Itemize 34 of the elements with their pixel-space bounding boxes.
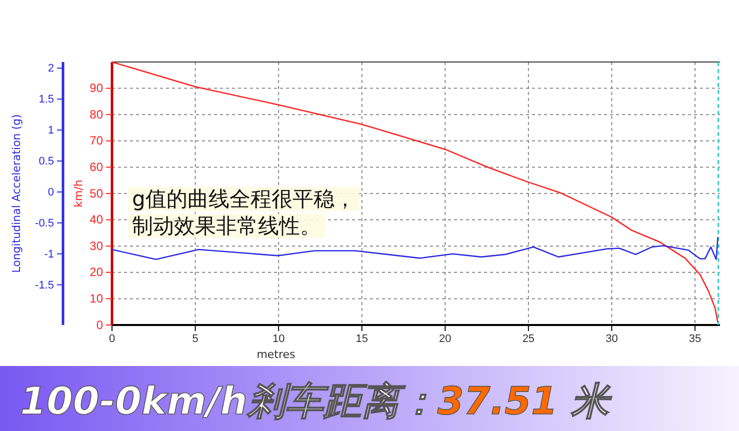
x-tick-label: 25 — [522, 332, 535, 345]
x-axis-title: metres — [256, 348, 296, 361]
y-tick-label: 50 — [90, 186, 104, 200]
annotation: 制动效果非常线性。 — [132, 214, 321, 238]
y-tick-label: 80 — [90, 107, 104, 122]
y-tick-label: 30 — [90, 238, 104, 253]
y-tick-label: 90 — [90, 81, 104, 96]
annotation: g值的曲线全程很平稳， — [132, 187, 356, 211]
y-tick-label: 40 — [90, 212, 104, 227]
y2-tick-label: -0.5 — [35, 217, 54, 230]
y-tick-label: 20 — [90, 265, 104, 280]
x-tick-label: 0 — [108, 332, 116, 345]
x-tick-label: 35 — [688, 332, 702, 345]
y2-tick-label: -1 — [44, 248, 54, 260]
line-series — [111, 236, 718, 260]
y2-tick-label: 0 — [48, 186, 54, 198]
line-series — [111, 61, 718, 324]
x-tick-label: 20 — [439, 332, 452, 345]
y2-tick-label: 1.5 — [38, 94, 54, 106]
y-axis-title: km/h — [72, 180, 85, 208]
y2-tick-label: 2 — [48, 62, 54, 75]
x-tick-label: 15 — [356, 332, 368, 345]
y-tick-label: 60 — [90, 160, 104, 174]
y2-tick-label: 0.5 — [38, 156, 54, 168]
y2-tick-label: -1.5 — [35, 279, 54, 292]
y-tick-label: 70 — [90, 134, 104, 148]
y-tick-label: 0 — [96, 318, 104, 332]
text: 100-0km/h剎车距离：37.51 米 — [20, 379, 613, 423]
y-tick-label: 10 — [90, 292, 104, 306]
x-tick-label: 10 — [272, 332, 285, 345]
x-tick-label: 30 — [606, 332, 618, 345]
y2-axis-title: Longitudinal Acceleration (g) — [10, 114, 23, 273]
y2-tick-label: 1 — [48, 124, 54, 137]
x-tick-label: 5 — [192, 332, 198, 345]
